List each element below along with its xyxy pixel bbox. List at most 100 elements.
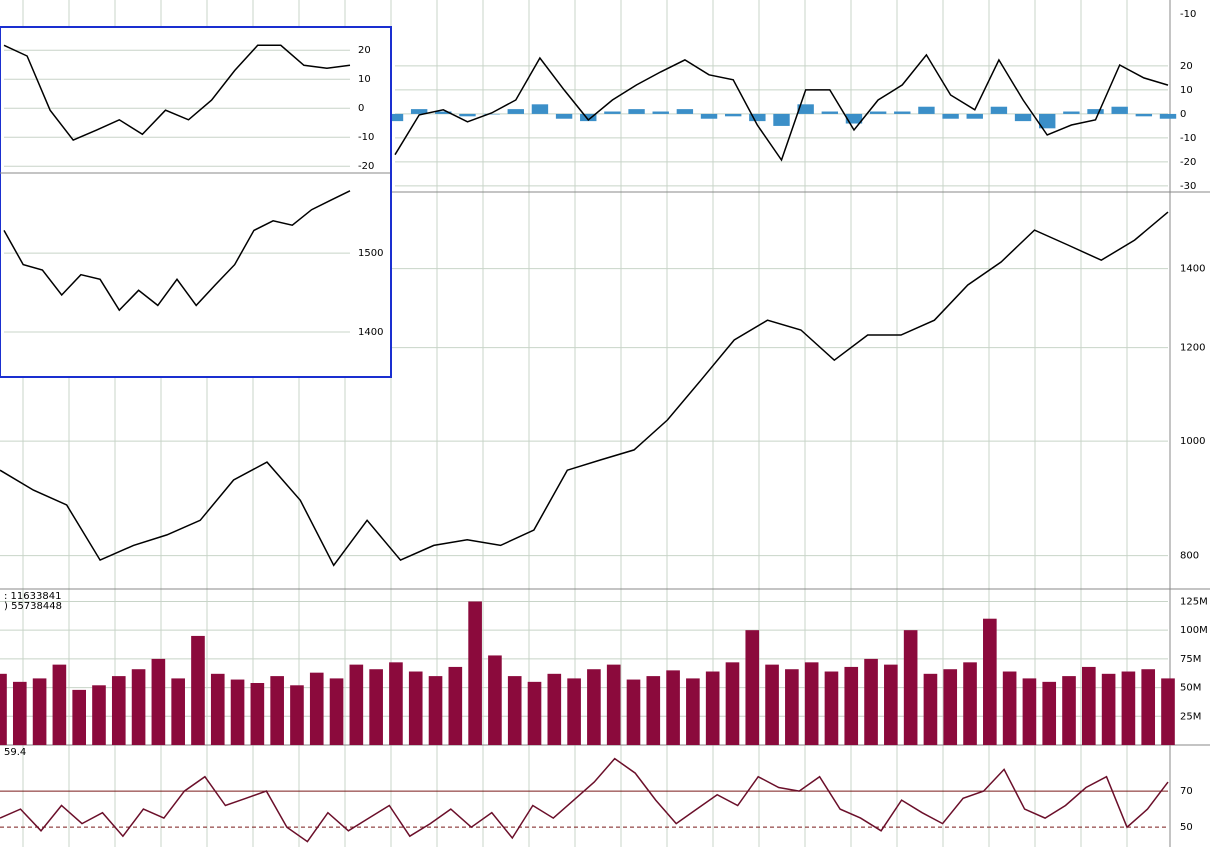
legend-label: ) 55738448 <box>4 601 62 612</box>
y-tick-label: 0 <box>1180 109 1186 120</box>
bar <box>845 113 863 124</box>
y-tick-label: 1000 <box>1180 436 1205 447</box>
bar <box>923 673 938 745</box>
bar <box>1039 113 1056 129</box>
bar <box>990 106 1008 114</box>
y-tick-label: 1500 <box>358 248 383 259</box>
y-tick-label: -10 <box>1180 9 1196 20</box>
y-tick-label: 25M <box>1180 711 1201 722</box>
bar <box>290 685 304 745</box>
line-series <box>0 211 1169 567</box>
bar <box>745 630 760 745</box>
line-series <box>0 757 1169 843</box>
bar <box>507 109 524 114</box>
bar <box>773 113 790 126</box>
bar <box>724 113 742 117</box>
bar <box>983 618 997 745</box>
bar <box>918 106 935 114</box>
bar <box>824 671 839 745</box>
bar <box>869 111 887 114</box>
bar <box>270 676 284 745</box>
bar <box>943 669 958 745</box>
bar <box>230 679 245 745</box>
bar <box>1087 109 1104 114</box>
bar <box>1022 678 1037 745</box>
bar <box>1141 669 1156 745</box>
bar <box>580 113 597 122</box>
bar <box>369 669 383 745</box>
line-series <box>3 190 351 312</box>
bar <box>567 678 581 745</box>
bar <box>92 685 106 745</box>
bar <box>531 104 549 114</box>
y-tick-label: 10 <box>358 74 371 85</box>
bar <box>250 683 265 745</box>
bar <box>686 678 700 745</box>
bar <box>785 669 799 745</box>
bar <box>1135 113 1153 117</box>
bar <box>966 113 983 119</box>
bar <box>483 113 500 115</box>
bar <box>459 113 476 117</box>
y-tick-label: 800 <box>1180 551 1199 562</box>
bar <box>606 664 621 745</box>
y-tick-label: 70 <box>1180 786 1193 797</box>
bar <box>749 113 766 122</box>
bar <box>448 666 463 745</box>
y-tick-label: -20 <box>358 161 374 172</box>
bar <box>191 635 205 745</box>
bar <box>1111 106 1128 114</box>
bar <box>386 113 404 122</box>
bar <box>894 111 911 114</box>
bar <box>52 664 67 745</box>
bar <box>797 104 814 114</box>
y-tick-label: 50 <box>1180 822 1193 833</box>
y-tick-label: 75M <box>1180 654 1201 665</box>
y-tick-label: -30 <box>1180 181 1196 192</box>
bar <box>527 681 542 745</box>
bar <box>666 670 680 745</box>
y-tick-label: -10 <box>358 132 374 143</box>
bar <box>488 655 502 745</box>
bar <box>131 669 146 745</box>
bar <box>12 681 27 745</box>
y-tick-label: 20 <box>1180 61 1193 72</box>
line-series <box>3 44 351 142</box>
bar <box>435 111 452 114</box>
bar <box>626 679 641 745</box>
y-tick-label: 0 <box>358 103 364 114</box>
bar <box>700 113 718 119</box>
bar <box>111 676 126 745</box>
legend-label: : 11633841 <box>4 591 61 602</box>
y-tick-label: 100M <box>1180 625 1208 636</box>
y-tick-label: 20 <box>358 45 371 56</box>
legend-label: 59.4 <box>4 747 26 758</box>
y-tick-label: 125M <box>1180 596 1208 607</box>
bar <box>32 678 47 745</box>
bar <box>652 111 669 114</box>
bar <box>547 673 562 745</box>
y-tick-label: 10 <box>1180 85 1193 96</box>
y-tick-label: -10 <box>1180 133 1196 144</box>
bar <box>942 113 959 119</box>
bar <box>1159 113 1177 119</box>
y-tick-label: 50M <box>1180 683 1201 694</box>
bar <box>0 673 7 745</box>
bar <box>210 673 225 745</box>
bar <box>844 666 859 745</box>
bar <box>765 664 779 745</box>
bar <box>389 662 403 745</box>
bar <box>1063 111 1080 114</box>
bar <box>555 113 573 119</box>
bar <box>864 658 878 745</box>
bar <box>1042 681 1057 745</box>
bar <box>725 662 740 745</box>
bar <box>309 672 324 745</box>
bar <box>1002 671 1017 745</box>
y-tick-label: -20 <box>1180 157 1196 168</box>
bar <box>821 111 839 114</box>
bar <box>628 109 645 114</box>
bar <box>705 671 720 745</box>
bar <box>1014 113 1032 122</box>
